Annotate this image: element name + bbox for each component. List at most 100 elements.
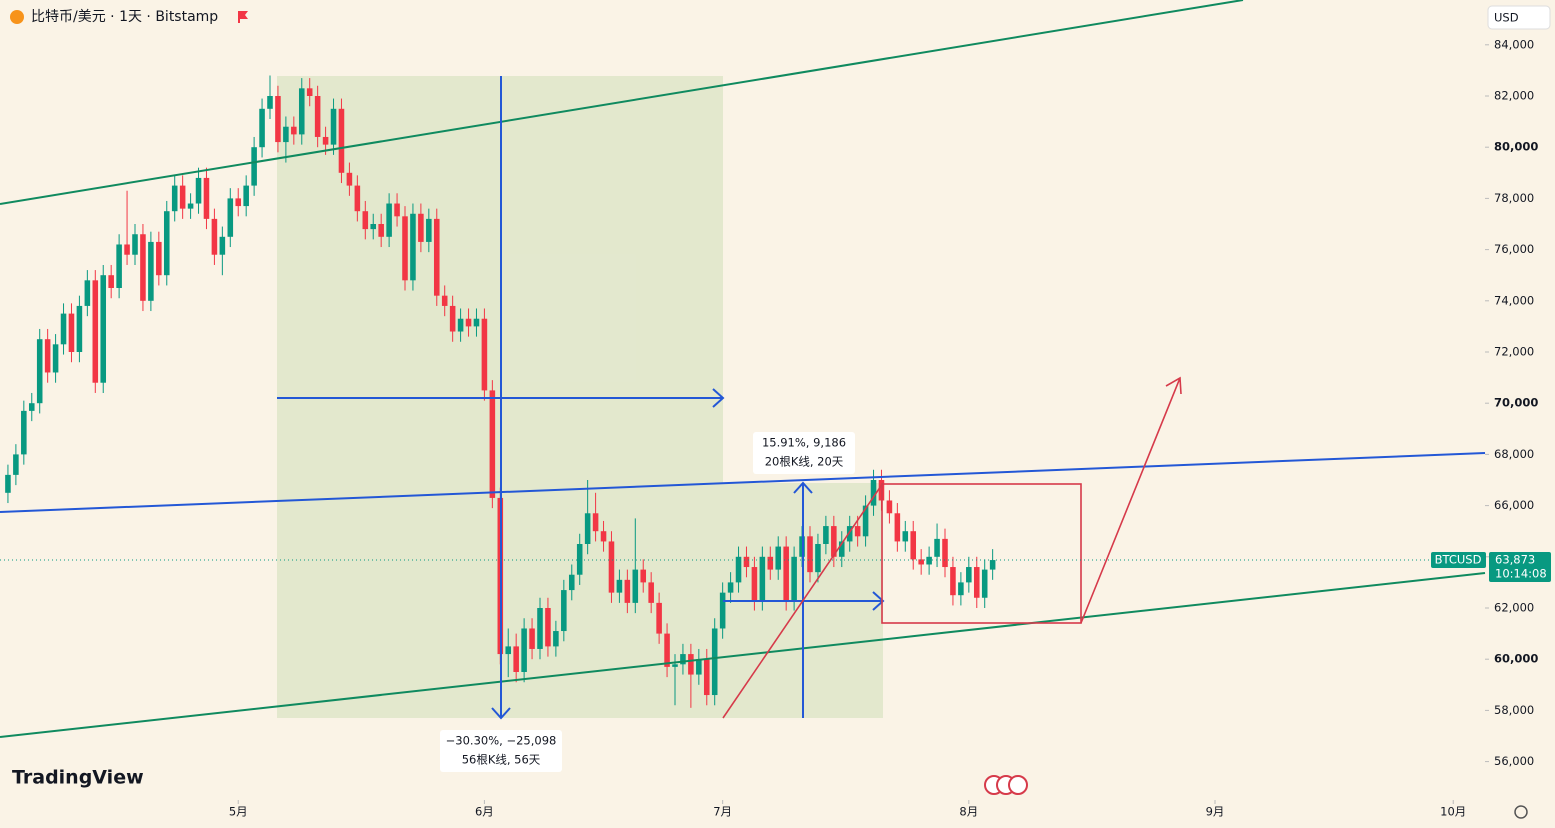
- candle-body: [283, 126, 289, 143]
- candle-body: [13, 454, 19, 475]
- candle-body: [370, 224, 377, 230]
- trend-line: [0, 0, 1244, 205]
- candle-body: [449, 305, 456, 332]
- candle-body: [116, 244, 122, 288]
- candle-body: [735, 556, 742, 583]
- candle-body: [108, 275, 114, 288]
- y-tick-label: 72,000: [1494, 345, 1534, 359]
- x-tick-label: 6月: [475, 805, 494, 819]
- candle-body: [148, 241, 154, 301]
- candle-body: [235, 198, 242, 207]
- candle-body: [60, 313, 67, 345]
- candle-body: [418, 213, 424, 242]
- candle-body: [807, 536, 813, 573]
- candle-body: [688, 654, 694, 675]
- candle-body: [791, 556, 797, 601]
- candle-body: [410, 213, 416, 281]
- event-icons: [984, 775, 1028, 795]
- candle-body: [910, 531, 917, 560]
- projection-arrow: [1080, 377, 1181, 624]
- candle-body: [751, 567, 758, 601]
- candle-body: [870, 480, 877, 506]
- candle-body: [171, 185, 178, 212]
- candle-body: [719, 592, 726, 629]
- candle-body: [306, 88, 313, 96]
- candle-body: [902, 531, 909, 542]
- price-tag: [1489, 552, 1551, 583]
- candle-body: [267, 96, 273, 109]
- candle-body: [433, 218, 440, 296]
- event-icon[interactable]: [1008, 775, 1028, 795]
- candle-body: [831, 526, 837, 557]
- candle-body: [28, 403, 35, 411]
- y-tick-label: 68,000: [1494, 447, 1534, 461]
- x-tick-label: 7月: [713, 805, 732, 819]
- candle-body: [727, 582, 734, 593]
- candle-body: [338, 108, 345, 173]
- annotation-box: [753, 432, 855, 474]
- candle-body: [664, 633, 670, 667]
- candle-body: [640, 569, 647, 583]
- candle-body: [44, 339, 51, 373]
- y-tick-label: 78,000: [1494, 191, 1534, 205]
- currency-button[interactable]: [1487, 5, 1551, 30]
- candle-body: [259, 108, 265, 148]
- candle-body: [545, 608, 551, 647]
- candle-body: [298, 88, 305, 135]
- y-tick-label: 70,000: [1494, 396, 1538, 410]
- countdown: 10:14:08: [1495, 567, 1547, 581]
- candle-body: [711, 628, 718, 696]
- y-tick-label: 58,000: [1494, 703, 1534, 717]
- candle-body: [703, 659, 710, 696]
- candle-body: [656, 602, 662, 634]
- candle-body: [743, 556, 750, 568]
- chart-title: 比特币/美元 · 1天 · Bitstamp: [31, 9, 218, 25]
- candle-body: [227, 198, 234, 237]
- candle-body: [783, 546, 789, 601]
- candle-body: [513, 646, 519, 672]
- candle-body: [330, 108, 337, 145]
- candle-body: [950, 567, 956, 596]
- candle-body: [981, 569, 988, 598]
- x-tick-label: 9月: [1206, 805, 1225, 819]
- candle-body: [346, 172, 353, 186]
- candle-body: [576, 544, 583, 575]
- annotation-text: 56根K线, 56天: [462, 753, 541, 767]
- candle-body: [958, 582, 964, 596]
- candle-body: [219, 236, 226, 255]
- candle-body: [362, 211, 369, 230]
- candle-body: [489, 390, 496, 498]
- candle-body: [211, 218, 218, 255]
- candle-body: [561, 590, 567, 632]
- symbol-tag: [1431, 552, 1486, 569]
- symbol-label: BTCUSD: [1435, 553, 1482, 567]
- candle-body: [767, 556, 774, 570]
- candle-body: [823, 526, 829, 544]
- annotation-box: [440, 730, 562, 772]
- candle-body: [100, 275, 107, 383]
- candle-body: [481, 318, 488, 391]
- settings-icon[interactable]: [1514, 805, 1528, 819]
- candle-body: [251, 147, 257, 186]
- candle-body: [426, 218, 432, 242]
- candle-body: [846, 526, 853, 542]
- trend-line: [0, 452, 1486, 513]
- currency[interactable]: USD: [1494, 11, 1519, 25]
- candle-body: [648, 582, 654, 603]
- candle-body: [672, 664, 678, 667]
- candle-body: [457, 318, 464, 332]
- candle-body: [854, 526, 861, 537]
- candle-body: [275, 96, 281, 143]
- y-tick-label: 76,000: [1494, 242, 1534, 256]
- candle-body: [140, 234, 146, 301]
- candle-body: [402, 216, 408, 281]
- y-tick-label: 66,000: [1494, 498, 1534, 512]
- range-box: [881, 483, 1082, 624]
- candle-body: [203, 177, 210, 219]
- candle-body: [775, 546, 782, 570]
- price-label: 63,873: [1495, 553, 1535, 567]
- annotation-text: 15.91%, 9,186: [762, 436, 846, 450]
- candle-body: [926, 556, 932, 565]
- candle-body: [291, 126, 297, 135]
